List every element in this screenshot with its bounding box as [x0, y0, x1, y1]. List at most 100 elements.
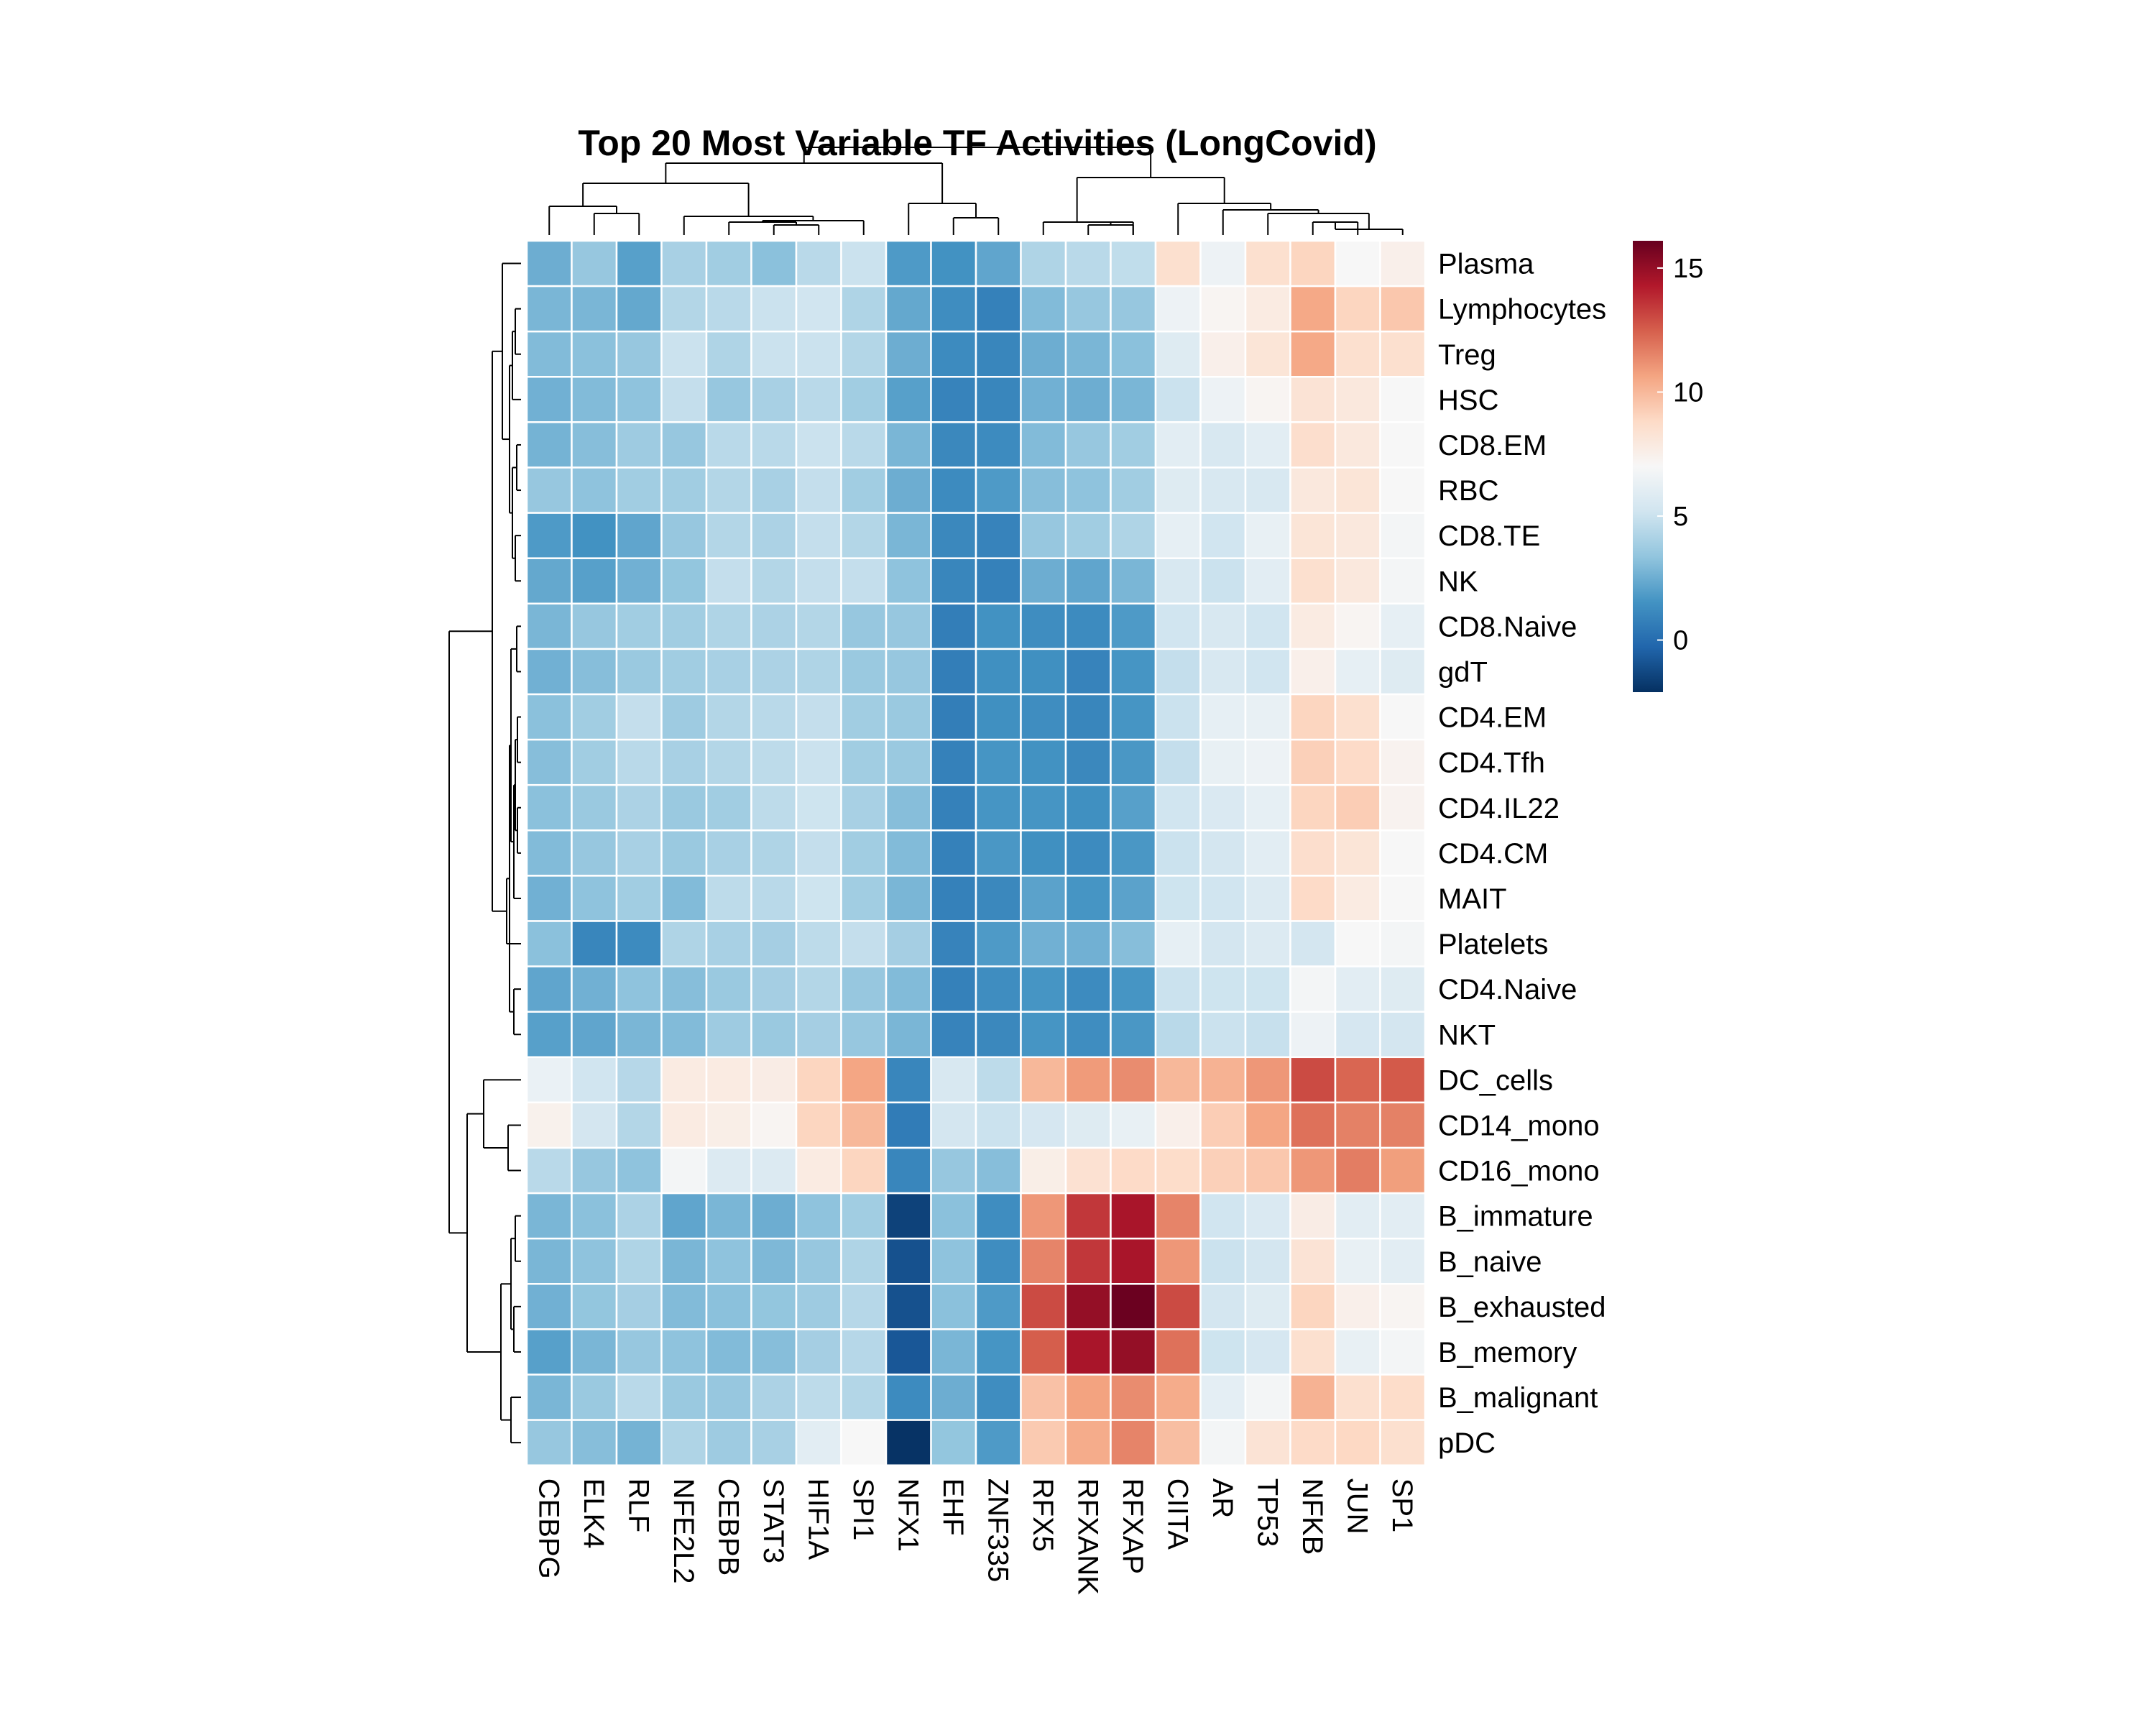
heatmap-cell [1110, 557, 1157, 605]
heatmap-cell [930, 1419, 977, 1466]
heatmap-cell [840, 1192, 888, 1240]
legend-tick-label: 0 [1673, 626, 1688, 656]
row-label: HSC [1438, 385, 1498, 416]
heatmap-cell [1199, 1056, 1247, 1104]
heatmap-cell [525, 829, 573, 877]
heatmap-cell [930, 557, 977, 605]
heatmap-cell [1334, 466, 1381, 514]
heatmap-cell [1199, 239, 1247, 288]
heatmap-cell [1154, 512, 1202, 559]
heatmap-cell [1379, 693, 1427, 741]
heatmap-cell [930, 829, 977, 877]
heatmap-cell [1154, 1192, 1202, 1240]
heatmap-cell [750, 1283, 798, 1330]
heatmap-cell [615, 421, 663, 469]
heatmap-cell [705, 1192, 752, 1240]
heatmap-cell [750, 648, 798, 696]
heatmap-cell [615, 783, 663, 832]
heatmap-cell [930, 512, 977, 559]
heatmap-cell [660, 330, 708, 378]
heatmap-cell [1379, 1237, 1427, 1285]
heatmap-cell [1110, 1056, 1157, 1104]
heatmap-cell [795, 1283, 842, 1330]
heatmap-cell [1244, 920, 1291, 967]
row-dendrogram [448, 262, 521, 1444]
heatmap-cell [615, 285, 663, 333]
heatmap-cell [1244, 1237, 1291, 1285]
heatmap-cell [1154, 466, 1202, 514]
heatmap-cell [705, 920, 752, 967]
heatmap-cell [750, 1101, 798, 1149]
heatmap-cell [885, 1328, 932, 1376]
heatmap-cell [1154, 1101, 1202, 1149]
heatmap-cell [1289, 648, 1337, 696]
heatmap-cell [1110, 829, 1157, 877]
heatmap-cell [795, 829, 842, 877]
column-label: NFKB [1296, 1478, 1328, 1555]
heatmap-cell [525, 285, 573, 333]
heatmap-cell [660, 602, 708, 650]
heatmap-cell [1064, 693, 1112, 741]
heatmap-cell [930, 1328, 977, 1376]
heatmap-cell [705, 783, 752, 832]
heatmap-cell [750, 376, 798, 423]
heatmap-cell [1154, 1056, 1202, 1104]
row-label: CD4.CM [1438, 838, 1548, 870]
heatmap-cell [885, 693, 932, 741]
heatmap-cell [1199, 693, 1247, 741]
heatmap-cell [705, 1237, 752, 1285]
heatmap-cell [571, 1419, 618, 1466]
heatmap-cell [1064, 1419, 1112, 1466]
heatmap-cell [1110, 512, 1157, 559]
heatmap-cell [1020, 239, 1067, 288]
heatmap-cell [750, 330, 798, 378]
heatmap-cell [1379, 602, 1427, 650]
heatmap-cell [1334, 376, 1381, 423]
heatmap-cell [1379, 875, 1427, 922]
heatmap-cell [660, 783, 708, 832]
heatmap-cell [1199, 466, 1247, 514]
heatmap-cell [615, 1056, 663, 1104]
heatmap-cell [1334, 1192, 1381, 1240]
heatmap-cell [885, 738, 932, 786]
heatmap-cell [1379, 1146, 1427, 1195]
heatmap-cell [1244, 376, 1291, 423]
heatmap-cell [1020, 602, 1067, 650]
heatmap-cell [885, 512, 932, 559]
heatmap-cell [525, 557, 573, 605]
column-label: RFXANK [1072, 1478, 1103, 1596]
heatmap-cell [705, 1101, 752, 1149]
heatmap-cell [840, 285, 888, 333]
heatmap-cell [1110, 1283, 1157, 1330]
heatmap-cell [885, 602, 932, 650]
heatmap-cell [930, 421, 977, 469]
heatmap-cell [1289, 1011, 1337, 1059]
heatmap-cell [1199, 1011, 1247, 1059]
heatmap-cell [750, 1237, 798, 1285]
heatmap-cell [930, 239, 977, 288]
heatmap-cell [750, 1146, 798, 1195]
heatmap-cell [1379, 466, 1427, 514]
heatmap-cell [975, 1374, 1022, 1421]
heatmap-cell [885, 648, 932, 696]
heatmap-cell [525, 1101, 573, 1149]
heatmap-cell [1154, 602, 1202, 650]
heatmap-cell [795, 1192, 842, 1240]
heatmap-cell [1379, 783, 1427, 832]
heatmap-cell [1334, 285, 1381, 333]
heatmap-cell [750, 512, 798, 559]
heatmap-cell [1289, 602, 1337, 650]
heatmap-cell [1154, 1328, 1202, 1376]
column-label: RLF [622, 1478, 654, 1533]
heatmap-cell [525, 239, 573, 288]
legend-tick-label: 5 [1673, 502, 1688, 532]
heatmap-cell [750, 965, 798, 1013]
heatmap-cell [885, 1374, 932, 1421]
heatmap-cell [795, 1056, 842, 1104]
heatmap-cell [1110, 965, 1157, 1013]
heatmap-cell [1154, 557, 1202, 605]
heatmap-cell [930, 1146, 977, 1195]
heatmap-cell [930, 466, 977, 514]
column-label: NFX1 [892, 1478, 923, 1552]
heatmap-cell [795, 421, 842, 469]
